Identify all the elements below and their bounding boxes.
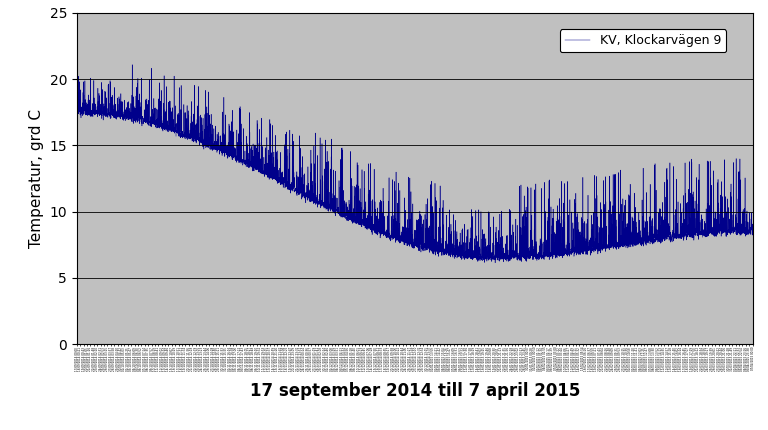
- Legend: KV, Klockarvägen 9: KV, Klockarvägen 9: [560, 29, 726, 52]
- Y-axis label: Temperatur, grd C: Temperatur, grd C: [29, 109, 44, 248]
- X-axis label: 17 september 2014 till 7 april 2015: 17 september 2014 till 7 april 2015: [250, 382, 580, 400]
